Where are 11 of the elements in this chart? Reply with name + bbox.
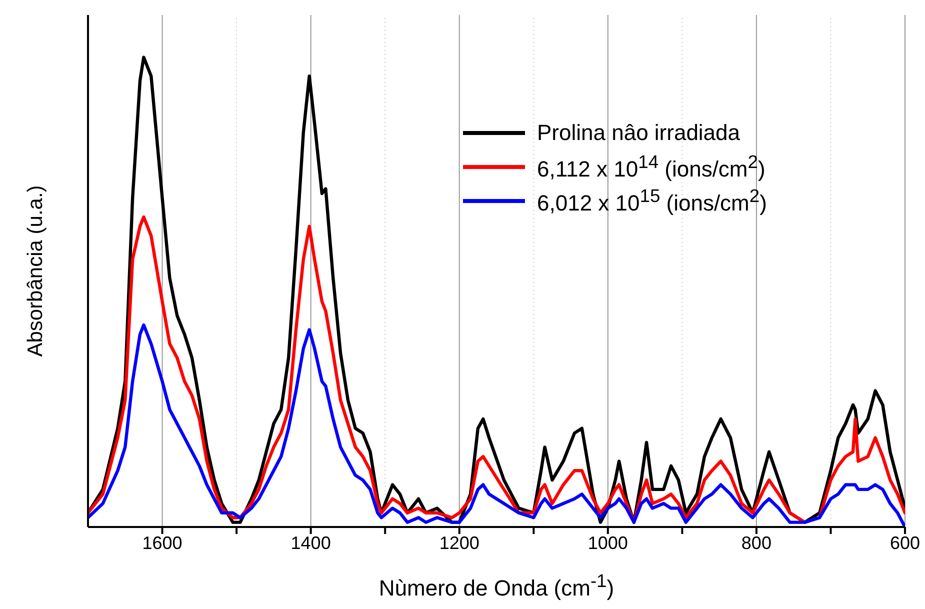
x-tick-label: 800 <box>741 532 772 553</box>
x-tick-label: 1400 <box>290 532 331 553</box>
legend-label: 6,112 x 10$^{14}$ (ions/cm$^{2}$) <box>537 151 766 183</box>
x-axis-title: Nùmero de Onda (cm$^{-1}$) <box>378 570 616 602</box>
x-tick-label: 1200 <box>439 532 480 553</box>
y-axis-title: Absorbância (u.a.) <box>24 185 48 357</box>
x-tick-label: 600 <box>890 532 920 553</box>
x-tick-label: 1000 <box>588 532 628 553</box>
legend-label: 6,012 x 10$^{15}$ (ions/cm$^{2}$) <box>537 185 767 217</box>
x-tick-label: 1600 <box>142 532 182 553</box>
legend-label: Prolina nâo irradiada <box>537 120 740 146</box>
